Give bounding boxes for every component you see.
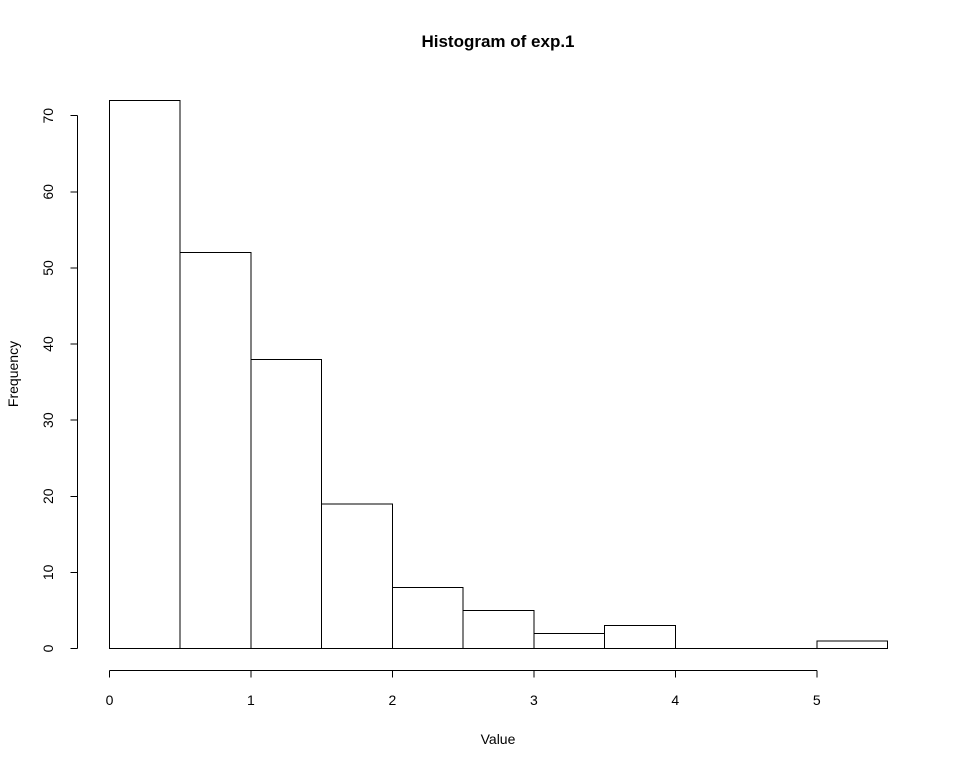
x-tick-label: 2 [389, 692, 397, 708]
y-tick-label: 30 [40, 412, 56, 428]
histogram-bar [321, 503, 393, 649]
y-tick-label: 10 [40, 564, 56, 580]
histogram-bar [391, 587, 464, 649]
chart-title: Histogram of exp.1 [421, 32, 574, 51]
histogram-bar [109, 100, 181, 649]
histogram-bar [604, 625, 676, 650]
x-axis-label: Value [481, 731, 516, 747]
x-tick-label: 5 [813, 692, 821, 708]
y-tick-label: 50 [40, 260, 56, 276]
histogram-bar [816, 640, 888, 650]
y-axis: 0 10 20 30 40 50 60 70 [40, 108, 78, 652]
x-tick-label: 4 [671, 692, 679, 708]
y-tick-label: 0 [40, 644, 56, 652]
y-axis-label: Frequency [5, 341, 21, 407]
x-tick-label: 3 [530, 692, 538, 708]
y-tick-label: 70 [40, 108, 56, 124]
histogram-bar [533, 632, 606, 649]
x-tick-label: 0 [106, 692, 114, 708]
y-tick-label: 20 [40, 488, 56, 504]
histogram-bar [462, 609, 535, 650]
y-tick-label: 40 [40, 336, 56, 352]
x-tick-label: 1 [247, 692, 255, 708]
bars-group [109, 100, 888, 650]
histogram-bar [179, 252, 252, 649]
histogram-bar [250, 358, 323, 649]
y-tick-label: 60 [40, 184, 56, 200]
x-axis: 0 1 2 3 4 5 [106, 670, 821, 708]
